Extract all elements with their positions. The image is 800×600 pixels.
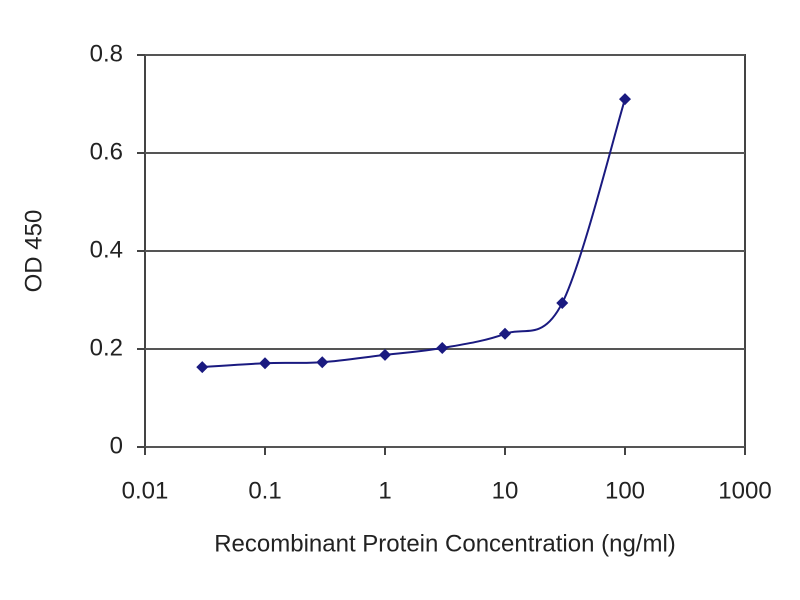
y-tick-label: 0.4 bbox=[90, 236, 123, 263]
data-point bbox=[619, 93, 631, 106]
x-tick-label: 10 bbox=[492, 477, 519, 504]
series-line bbox=[202, 98, 626, 369]
y-tick-label: 0.8 bbox=[90, 40, 123, 67]
y-tick-label: 0.2 bbox=[90, 334, 123, 361]
data-point bbox=[499, 327, 511, 340]
data-point bbox=[316, 356, 329, 369]
x-tick-label: 1 bbox=[378, 477, 391, 504]
data-point bbox=[379, 348, 391, 361]
y-tick-label: 0 bbox=[110, 432, 123, 459]
data-point bbox=[436, 342, 449, 355]
x-tick-label: 1000 bbox=[718, 477, 771, 504]
data-point bbox=[196, 361, 209, 374]
data-point bbox=[556, 296, 569, 309]
data-point bbox=[259, 357, 271, 370]
y-axis-label: OD 450 bbox=[20, 210, 47, 293]
x-tick-label: 0.1 bbox=[248, 477, 281, 504]
y-tick-label: 0.6 bbox=[90, 138, 123, 165]
x-tick-label: 100 bbox=[605, 477, 645, 504]
x-tick-label: 0.01 bbox=[122, 477, 169, 504]
x-axis-label: Recombinant Protein Concentration (ng/ml… bbox=[214, 530, 676, 557]
